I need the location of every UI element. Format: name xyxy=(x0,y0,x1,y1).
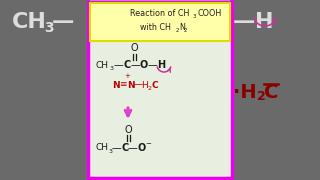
Text: —: — xyxy=(233,12,255,32)
Text: 2: 2 xyxy=(257,91,266,104)
Bar xyxy=(0,0,90,180)
Text: 3: 3 xyxy=(109,149,113,154)
Text: H: H xyxy=(157,60,165,70)
Text: 2: 2 xyxy=(176,28,180,33)
Bar xyxy=(88,2,232,178)
Text: 3: 3 xyxy=(193,15,196,19)
Text: C: C xyxy=(121,143,128,153)
Bar xyxy=(90,3,230,41)
Text: 2: 2 xyxy=(148,86,152,91)
Text: H: H xyxy=(255,12,274,32)
Text: with CH: with CH xyxy=(140,24,171,33)
Text: N: N xyxy=(112,80,120,89)
Text: N: N xyxy=(179,24,185,33)
Text: O: O xyxy=(124,125,132,135)
Text: C: C xyxy=(124,60,131,70)
Text: —: — xyxy=(52,12,74,32)
Bar xyxy=(230,0,320,180)
Text: O: O xyxy=(140,60,148,70)
Text: 2: 2 xyxy=(184,28,188,33)
Text: O: O xyxy=(137,143,145,153)
Text: C: C xyxy=(264,82,278,102)
Text: —: — xyxy=(128,143,138,153)
Text: CH: CH xyxy=(12,12,47,32)
Text: 3: 3 xyxy=(110,66,114,71)
Text: —: — xyxy=(131,60,141,70)
Text: ·H: ·H xyxy=(233,82,257,102)
Text: N: N xyxy=(127,80,135,89)
Text: −: − xyxy=(145,141,151,147)
Text: CH: CH xyxy=(96,60,109,69)
Text: COOH: COOH xyxy=(197,10,221,19)
Text: —: — xyxy=(114,60,124,70)
Text: —: — xyxy=(134,80,143,89)
Text: Reaction of CH: Reaction of CH xyxy=(130,10,190,19)
Text: C: C xyxy=(152,80,159,89)
Text: —: — xyxy=(112,143,122,153)
Text: H: H xyxy=(141,80,148,89)
Text: CH: CH xyxy=(95,143,108,152)
Text: 3: 3 xyxy=(44,21,54,35)
Text: —: — xyxy=(148,60,158,70)
Text: O: O xyxy=(130,43,138,53)
Text: ≡: ≡ xyxy=(119,80,126,89)
Text: +: + xyxy=(124,73,130,79)
